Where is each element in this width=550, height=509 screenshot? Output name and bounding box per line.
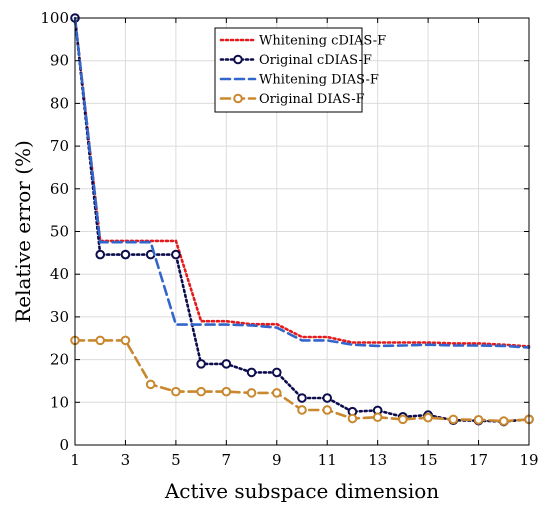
data-point [271, 388, 282, 398]
x-tick-label: 15 [419, 451, 438, 469]
data-point [498, 416, 509, 426]
legend-label: Whitening DIAS-F [259, 73, 379, 88]
data-point [246, 367, 257, 378]
legend-marker [233, 93, 243, 104]
data-point [145, 379, 156, 390]
series-whitening-dias-f [73, 16, 531, 349]
y-tick-label: 10 [50, 393, 69, 411]
x-tick-label: 19 [519, 451, 538, 469]
x-tick-label: 17 [469, 451, 488, 469]
data-point [322, 393, 333, 403]
y-tick-label: 100 [40, 9, 69, 27]
y-tick-label: 90 [50, 52, 69, 70]
data-point [196, 386, 206, 397]
data-point [297, 405, 307, 415]
data-point [221, 359, 232, 369]
legend-item: Original cDIAS-F [219, 53, 372, 68]
x-axis-title: Active subspace dimension [164, 479, 439, 503]
y-tick-label: 40 [50, 265, 69, 283]
y-tick-label: 60 [50, 180, 69, 198]
legend-item: Original DIAS-F [219, 92, 365, 107]
data-point [171, 386, 181, 397]
data-point [372, 412, 383, 423]
data-point [221, 386, 232, 397]
y-tick-label: 20 [50, 351, 69, 369]
series-line [73, 16, 531, 349]
data-point [95, 249, 106, 260]
y-tick-label: 70 [50, 137, 69, 155]
series-original-dias-f [70, 335, 534, 426]
y-tick-label: 0 [59, 436, 69, 454]
data-point [120, 249, 131, 260]
x-tick-label: 3 [121, 451, 131, 469]
x-tick-label: 11 [318, 451, 337, 469]
legend-label: Whitening cDIAS-F [259, 34, 386, 49]
legend-marker [233, 54, 243, 65]
y-tick-label: 50 [50, 223, 69, 241]
data-point [120, 335, 131, 346]
data-point [297, 393, 307, 403]
legend: Whitening cDIAS-F Original cDIAS-F Whiteni… [214, 27, 386, 113]
legend-item: Whitening DIAS-F [219, 73, 379, 88]
y-axis-title: Relative error (%) [11, 140, 35, 323]
data-point [347, 413, 358, 424]
x-tick-label: 9 [272, 451, 282, 469]
data-point [473, 415, 484, 425]
data-point [448, 414, 459, 425]
x-tick-label: 7 [222, 451, 232, 469]
data-point [271, 367, 282, 378]
legend-label: Original cDIAS-F [259, 53, 372, 68]
data-point [398, 414, 408, 425]
x-tick-label: 13 [368, 451, 387, 469]
legend-label: Original DIAS-F [259, 92, 365, 107]
x-tick-label: 5 [171, 451, 181, 469]
y-tick-label: 30 [50, 308, 69, 326]
series-whitening-cdias-f [73, 16, 531, 348]
data-point [171, 249, 181, 260]
y-tick-label: 80 [50, 94, 69, 112]
data-point [196, 359, 206, 369]
x-tick-label: 1 [70, 451, 80, 469]
data-point [423, 412, 433, 423]
legend-item: Whitening cDIAS-F [219, 34, 386, 49]
data-point [246, 388, 257, 398]
series-line [73, 16, 531, 348]
data-point [322, 405, 333, 415]
data-point [95, 335, 106, 346]
